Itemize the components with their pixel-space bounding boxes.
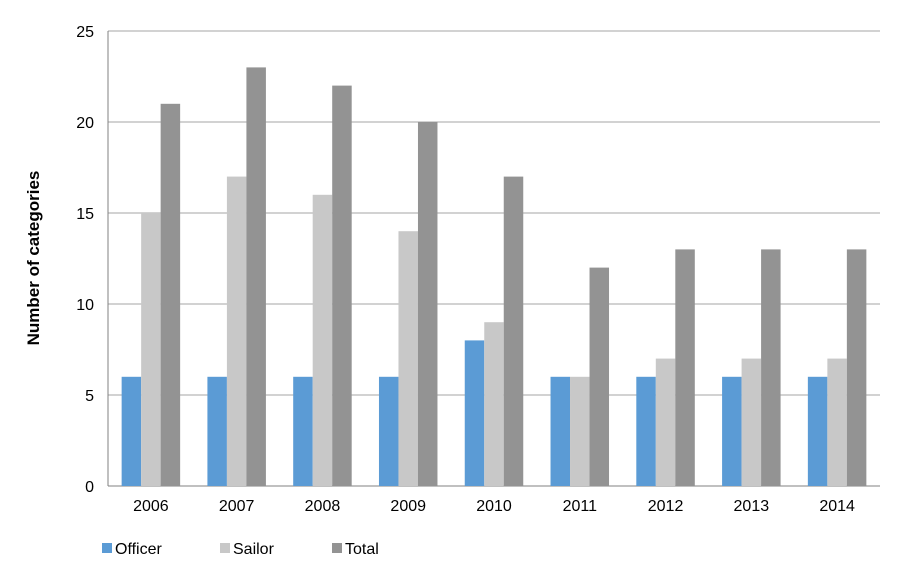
bar-total-2007 [246,67,266,487]
x-tick-label: 2007 [219,498,255,515]
bar-sailor-2007 [226,176,247,486]
y-tick-label: 0 [85,479,94,496]
legend-label-officer: Officer [115,541,163,558]
bar-sailor-2006 [141,213,161,486]
x-tick-label: 2008 [305,498,341,515]
legend-swatch-total [332,543,342,553]
bar-total-2014 [846,249,867,486]
x-tick-label: 2013 [734,498,770,515]
bar-sailor-2008 [312,194,333,487]
bar-officer-2007 [207,376,227,486]
bar-total-2010 [503,176,524,486]
bar-officer-2009 [378,376,399,486]
bar-officer-2006 [121,376,142,486]
legend-swatch-officer [102,543,112,553]
bar-total-2006 [160,103,181,487]
bar-sailor-2009 [398,231,418,486]
bar-total-2012 [675,249,695,486]
bar-total-2013 [761,249,781,486]
x-tick-label: 2006 [133,498,169,515]
x-tick-label: 2009 [390,498,426,515]
x-tick-label: 2011 [563,498,598,515]
y-tick-label: 15 [76,206,94,223]
legend-label-total: Total [345,541,379,558]
bar-officer-2010 [464,340,485,486]
y-axis-title: Number of categories [24,171,43,346]
legend-label-sailor: Sailor [233,541,275,558]
y-tick-label: 20 [76,115,94,132]
y-tick-label: 10 [76,297,94,314]
bar-officer-2012 [636,376,656,486]
bar-sailor-2014 [827,358,847,486]
bar-officer-2014 [807,376,828,486]
bar-total-2009 [417,122,438,486]
bar-total-2008 [332,85,352,486]
x-tick-label: 2014 [819,498,855,515]
bar-officer-2008 [293,376,313,486]
x-axis-ticks: 2006 2007 2008 2009 2010 2011 2012 2013 2014 [133,498,855,515]
bars [121,67,867,487]
x-tick-label: 2012 [648,498,684,515]
bar-sailor-2011 [570,376,590,486]
bar-officer-2011 [550,376,571,486]
y-tick-label: 25 [76,24,94,41]
y-tick-label: 5 [85,388,94,405]
bar-total-2011 [589,267,610,486]
bar-sailor-2010 [484,322,504,486]
y-axis-ticks: 0 5 10 15 20 25 [76,24,94,496]
bar-sailor-2013 [741,358,762,486]
legend-swatch-sailor [220,543,230,553]
x-tick-label: 2010 [476,498,512,515]
legend: Officer Sailor Total [102,541,379,558]
bar-officer-2013 [722,376,742,486]
bar-sailor-2012 [655,358,676,486]
